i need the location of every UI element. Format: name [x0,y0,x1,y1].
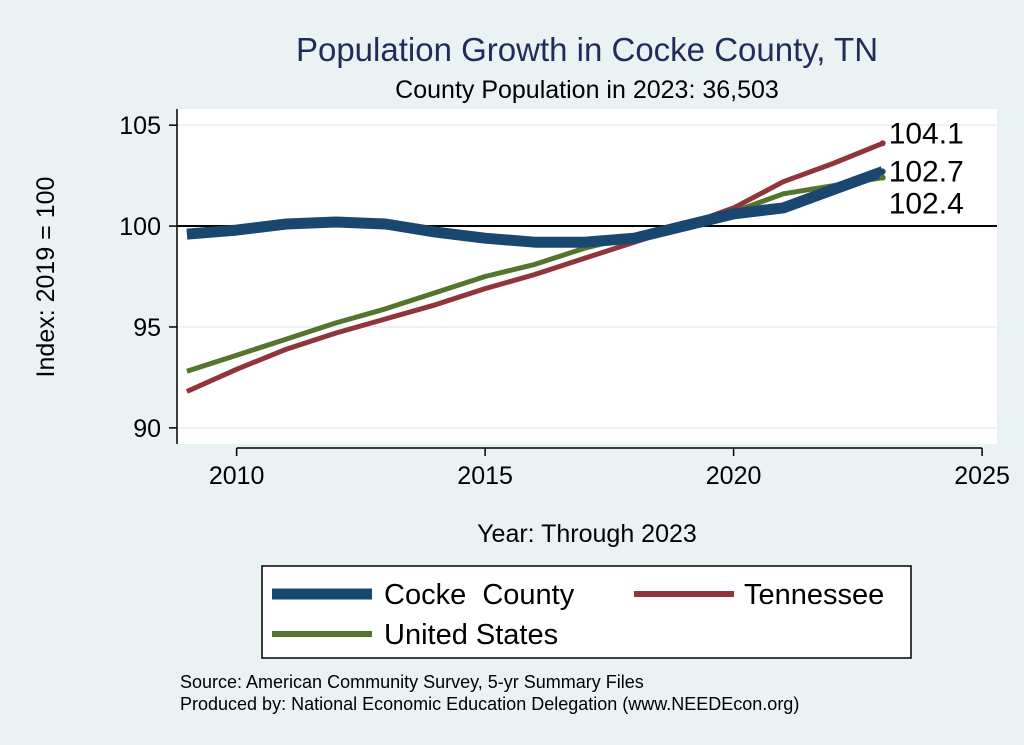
source-note: Source: American Community Survey, 5-yr … [180,672,644,692]
axes: 90 95 100 105 2010 2015 2020 2025 [119,109,1010,490]
x-axis-label: Year: Through 2023 [477,520,697,548]
x-tick-label: 2010 [209,462,265,490]
y-tick-label: 90 [133,415,161,443]
legend-label-2: United States [384,619,558,651]
series-line-2 [186,175,884,374]
legend: Cocke County Tennessee United States [261,565,912,659]
end-label-1: 104.1 [889,117,964,150]
end-label-2: 102.4 [889,188,964,221]
end-label-0: 102.7 [889,156,964,189]
chart-subtitle: County Population in 2023: 36,503 [395,76,779,104]
series-line-1 [185,140,884,394]
producer-note: Produced by: National Economic Education… [180,694,799,714]
x-tick-label: 2020 [706,462,762,490]
chart-title: Population Growth in Cocke County, TN [296,31,878,68]
gridlines [177,124,997,429]
end-marker-2 [879,174,886,181]
y-tick-label: 100 [119,213,161,241]
legend-label-0: Cocke County [384,579,575,611]
x-tick-label: 2015 [457,462,513,490]
y-tick-label: 105 [119,112,161,140]
legend-label-1: Tennessee [744,579,884,611]
legend-box [261,565,912,659]
x-tick-label: 2025 [954,462,1010,490]
y-axis-label: Index: 2019 = 100 [32,177,60,378]
end-labels: 102.7 104.1 102.4 [889,117,964,220]
y-tick-label: 95 [133,314,161,342]
end-marker-0 [879,168,886,175]
plot-area [177,109,997,444]
series-lines [185,140,886,394]
end-marker-1 [879,140,886,147]
series-line-0 [186,166,885,248]
